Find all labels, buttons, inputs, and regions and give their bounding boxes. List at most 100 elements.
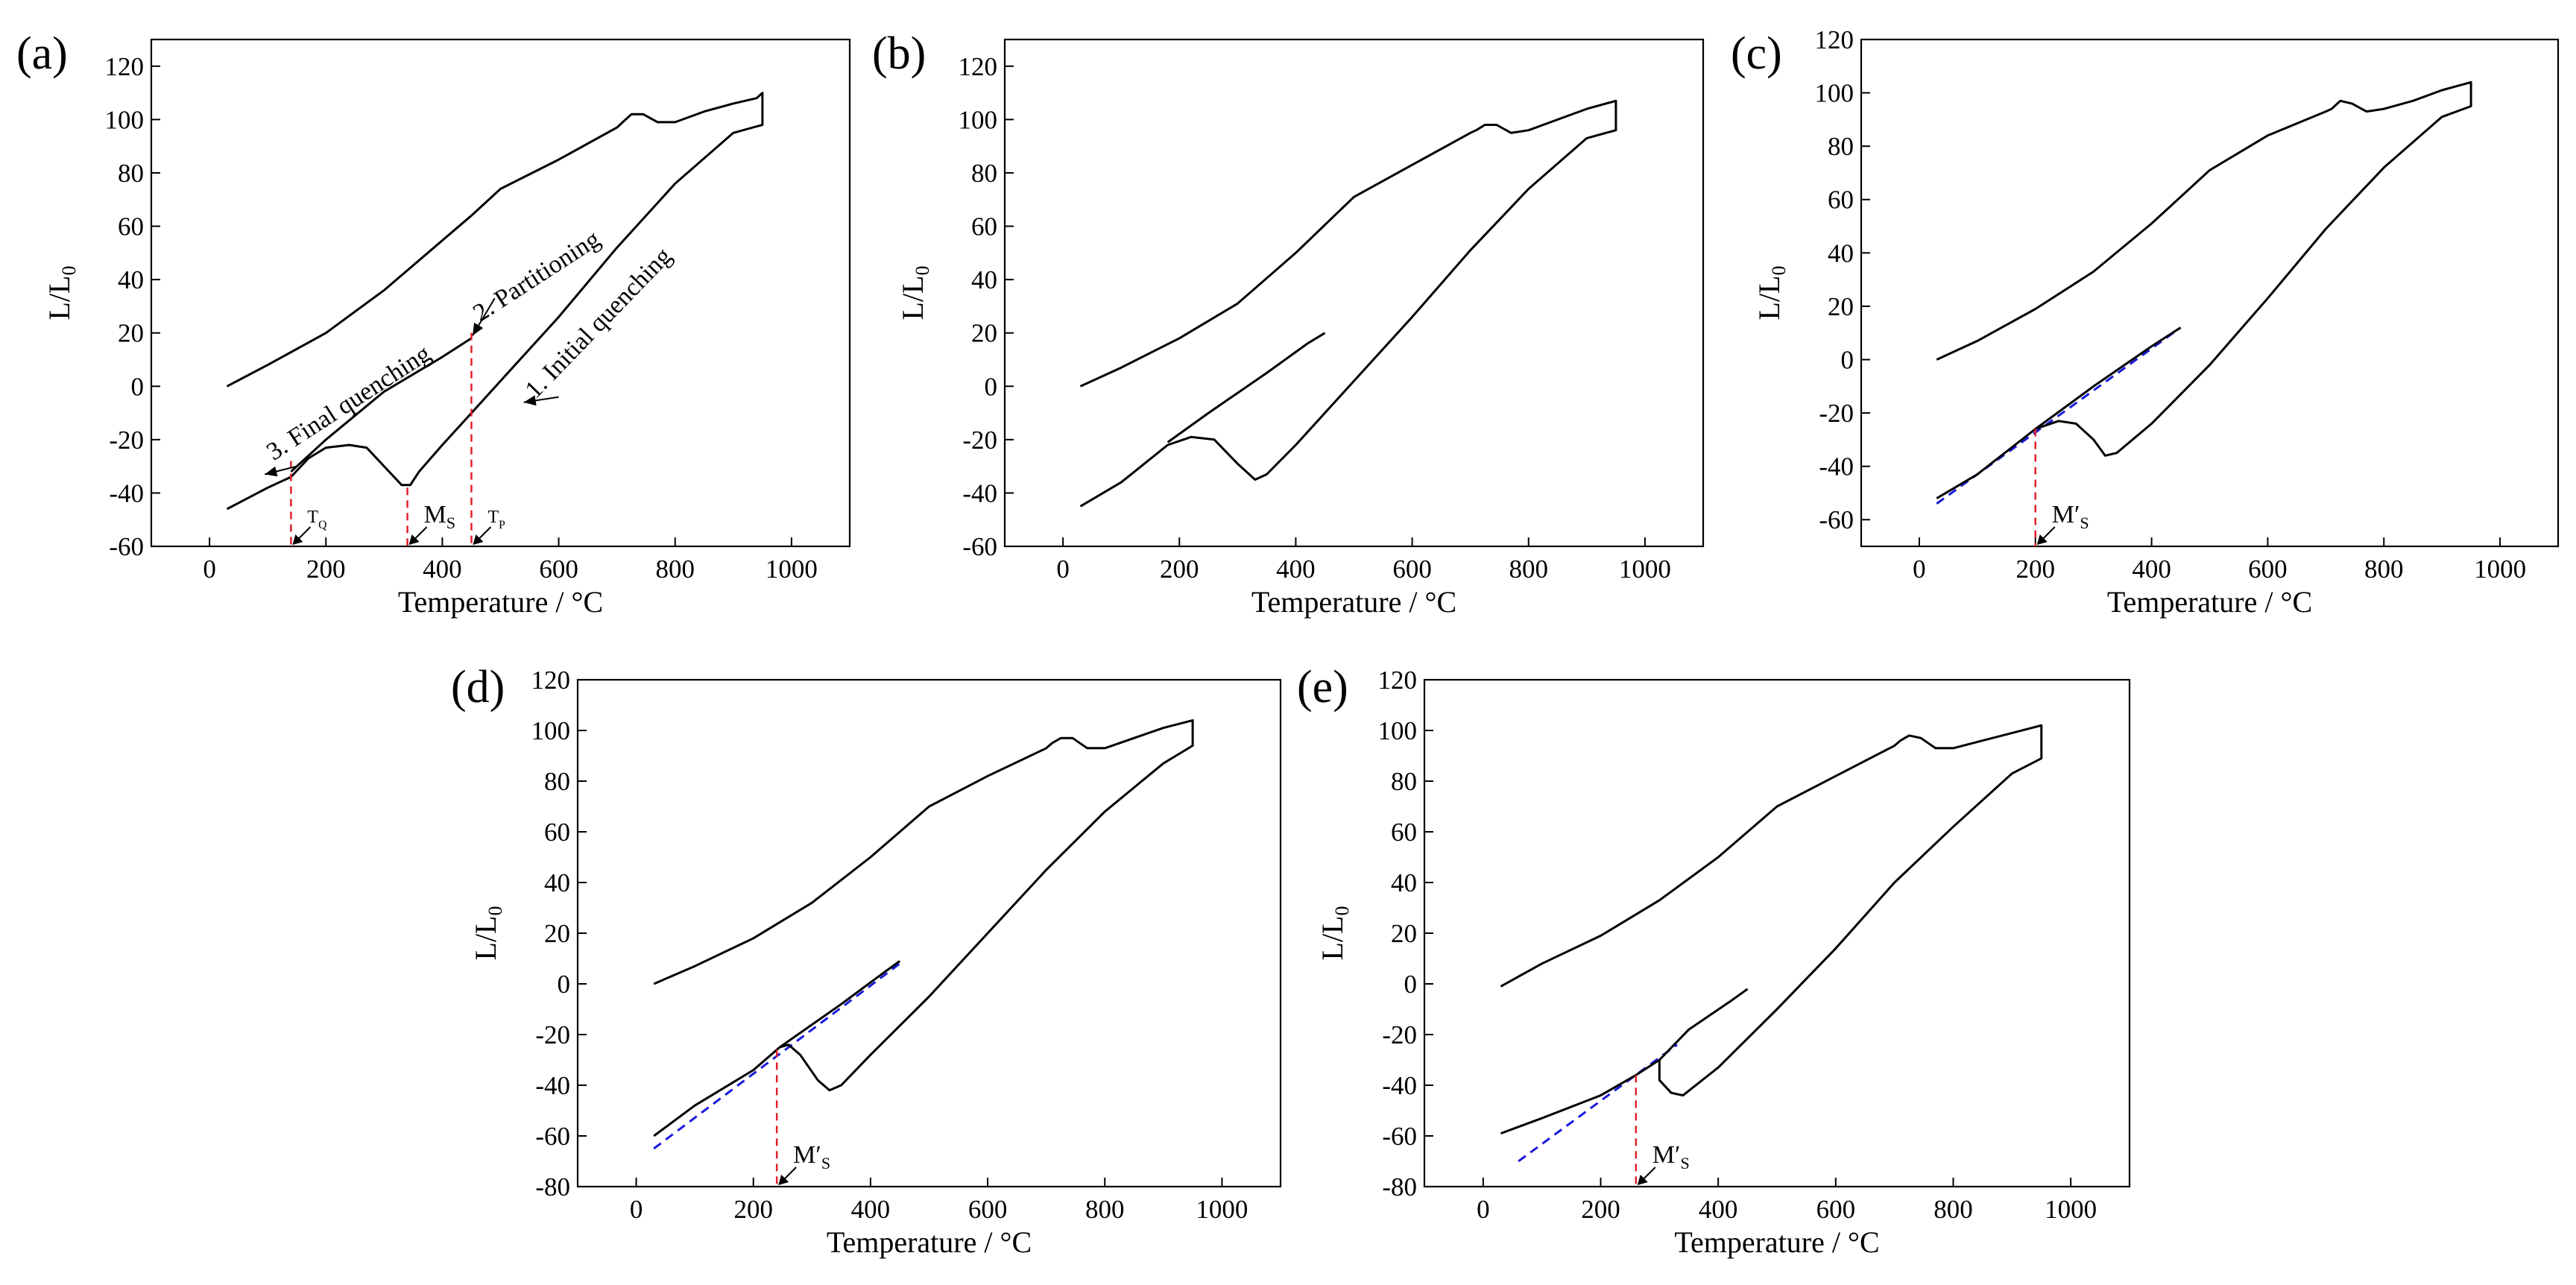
reference-label-subscript: S [2080, 514, 2089, 532]
x-axis-title: Temperature / °C [1674, 1225, 1879, 1259]
y-axis-title: L/L0 [1316, 906, 1353, 961]
plot-frame [1003, 38, 1705, 548]
y-tick-label: 0 [131, 372, 145, 401]
reference-label: TP [487, 508, 505, 531]
plot-frame [1860, 38, 2560, 548]
y-tick-label: -60 [1819, 505, 1854, 534]
y-axis-title-group: L/L0 [469, 906, 506, 961]
reference-arrowhead [408, 534, 420, 545]
reference-label: M′S [793, 1141, 830, 1172]
chart-panel-e: (e)0 200 400 600 800 1000-80-60-40-2002040608… [1297, 662, 2131, 1259]
reference-label-subscript: S [1680, 1154, 1689, 1172]
reference-label: M′S [2052, 501, 2089, 532]
y-tick-label: 20 [971, 319, 997, 348]
x-tick-label: 400 [1699, 1195, 1738, 1224]
y-tick-label: 100 [1378, 716, 1418, 745]
x-tick-label: 800 [1509, 555, 1549, 584]
annotation-arrowhead [265, 466, 278, 477]
series-line-1 [1079, 99, 1617, 508]
plot-frame [150, 38, 851, 548]
y-tick-label: 80 [1391, 767, 1417, 796]
annotation-arrowhead [523, 395, 537, 406]
panel-label: (e) [1297, 662, 1348, 713]
reference-label-main: M [424, 501, 446, 528]
x-tick-label: 200 [1581, 1195, 1620, 1224]
y-tick-label: -40 [535, 1071, 570, 1100]
y-axis-title: L/L0 [1752, 266, 1790, 321]
x-tick-label: 200 [2016, 555, 2056, 584]
y-axis-title-subscript: 0 [484, 906, 506, 916]
y-tick-label: 0 [1404, 970, 1418, 999]
series-line-1 [226, 92, 764, 511]
y-axis-title-subscript: 0 [1331, 906, 1353, 916]
chart-panel-a: (a)0 200 400 600 800 1000-60-40-2002040608010… [16, 28, 851, 619]
x-tick-label: 0 [203, 555, 216, 584]
x-tick-label: 800 [1933, 1195, 1973, 1224]
x-tick-label: 400 [423, 555, 462, 584]
y-tick-label: 100 [105, 105, 145, 134]
y-tick-label: 40 [1828, 239, 1854, 268]
y-axis-title-subscript: 0 [1768, 266, 1790, 276]
x-tick-label: 800 [2364, 555, 2404, 584]
x-tick-label: 600 [2248, 555, 2288, 584]
y-tick-label: -60 [1382, 1122, 1417, 1151]
x-tick-label: 1000 [1196, 1195, 1248, 1224]
y-tick-label: 120 [105, 52, 145, 81]
reference-arrowhead [473, 534, 484, 545]
x-axis-title: Temperature / °C [398, 585, 603, 619]
reference-label-main: M′ [2052, 501, 2080, 528]
x-axis-title: Temperature / °C [2107, 585, 2312, 619]
y-tick-label: -60 [535, 1122, 570, 1151]
y-tick-label: -20 [962, 426, 997, 455]
x-tick-label: 1000 [765, 555, 818, 584]
y-tick-label: 60 [1391, 818, 1417, 847]
y-tick-label: 120 [1815, 25, 1854, 54]
x-tick-label: 200 [734, 1195, 774, 1224]
x-tick-label: 600 [1392, 555, 1432, 584]
y-tick-label: 20 [544, 919, 570, 948]
reference-label-main: M′ [1652, 1141, 1681, 1169]
y-tick-label: 80 [971, 159, 997, 188]
reference-label-subscript: S [821, 1154, 830, 1172]
series-line-1 [1936, 80, 2472, 499]
y-tick-label: -40 [1819, 452, 1854, 482]
y-tick-label: 20 [1391, 919, 1417, 948]
series-line-2 [779, 960, 901, 1049]
x-tick-label: 1000 [2045, 1195, 2097, 1224]
y-tick-label: 60 [971, 212, 997, 241]
reference-arrowhead [778, 1175, 789, 1185]
y-tick-label: -60 [962, 532, 997, 561]
y-axis-title: L/L0 [42, 266, 80, 321]
y-tick-label: 20 [118, 319, 144, 348]
tangent-line [1518, 1044, 1678, 1163]
y-axis-title-group: L/L0 [1316, 906, 1353, 961]
panel-label: (d) [451, 662, 505, 713]
y-tick-label: 0 [558, 970, 571, 999]
y-axis-title-group: L/L0 [1752, 266, 1790, 321]
x-tick-label: 400 [851, 1195, 891, 1224]
x-axis-title: Temperature / °C [827, 1225, 1032, 1259]
y-tick-label: 40 [1391, 868, 1417, 897]
reference-label-main: T [307, 508, 318, 527]
y-tick-label: -80 [535, 1172, 570, 1202]
reference-label: MS [424, 501, 456, 532]
y-tick-label: -20 [535, 1020, 570, 1049]
series-line-1 [1500, 724, 2043, 1135]
y-tick-label: -80 [1382, 1172, 1417, 1202]
x-tick-label: 200 [306, 555, 346, 584]
y-axis-title-main: L/L [1752, 276, 1786, 321]
series-line-1 [653, 719, 1194, 1137]
annotation-final-quenching: 3. Final quenching [262, 340, 435, 466]
panel-label: (a) [16, 28, 68, 79]
y-axis-title-group: L/L0 [42, 266, 80, 321]
x-tick-label: 200 [1160, 555, 1199, 584]
y-tick-label: 120 [1378, 666, 1418, 695]
y-tick-label: 100 [959, 105, 998, 134]
reference-label-subscript: P [499, 519, 505, 531]
y-axis-title-main: L/L [896, 276, 929, 321]
series-line-2 [1167, 332, 1326, 443]
y-tick-label: 60 [544, 818, 570, 847]
x-tick-label: 0 [1913, 555, 1926, 584]
panel-label: (b) [872, 28, 926, 79]
